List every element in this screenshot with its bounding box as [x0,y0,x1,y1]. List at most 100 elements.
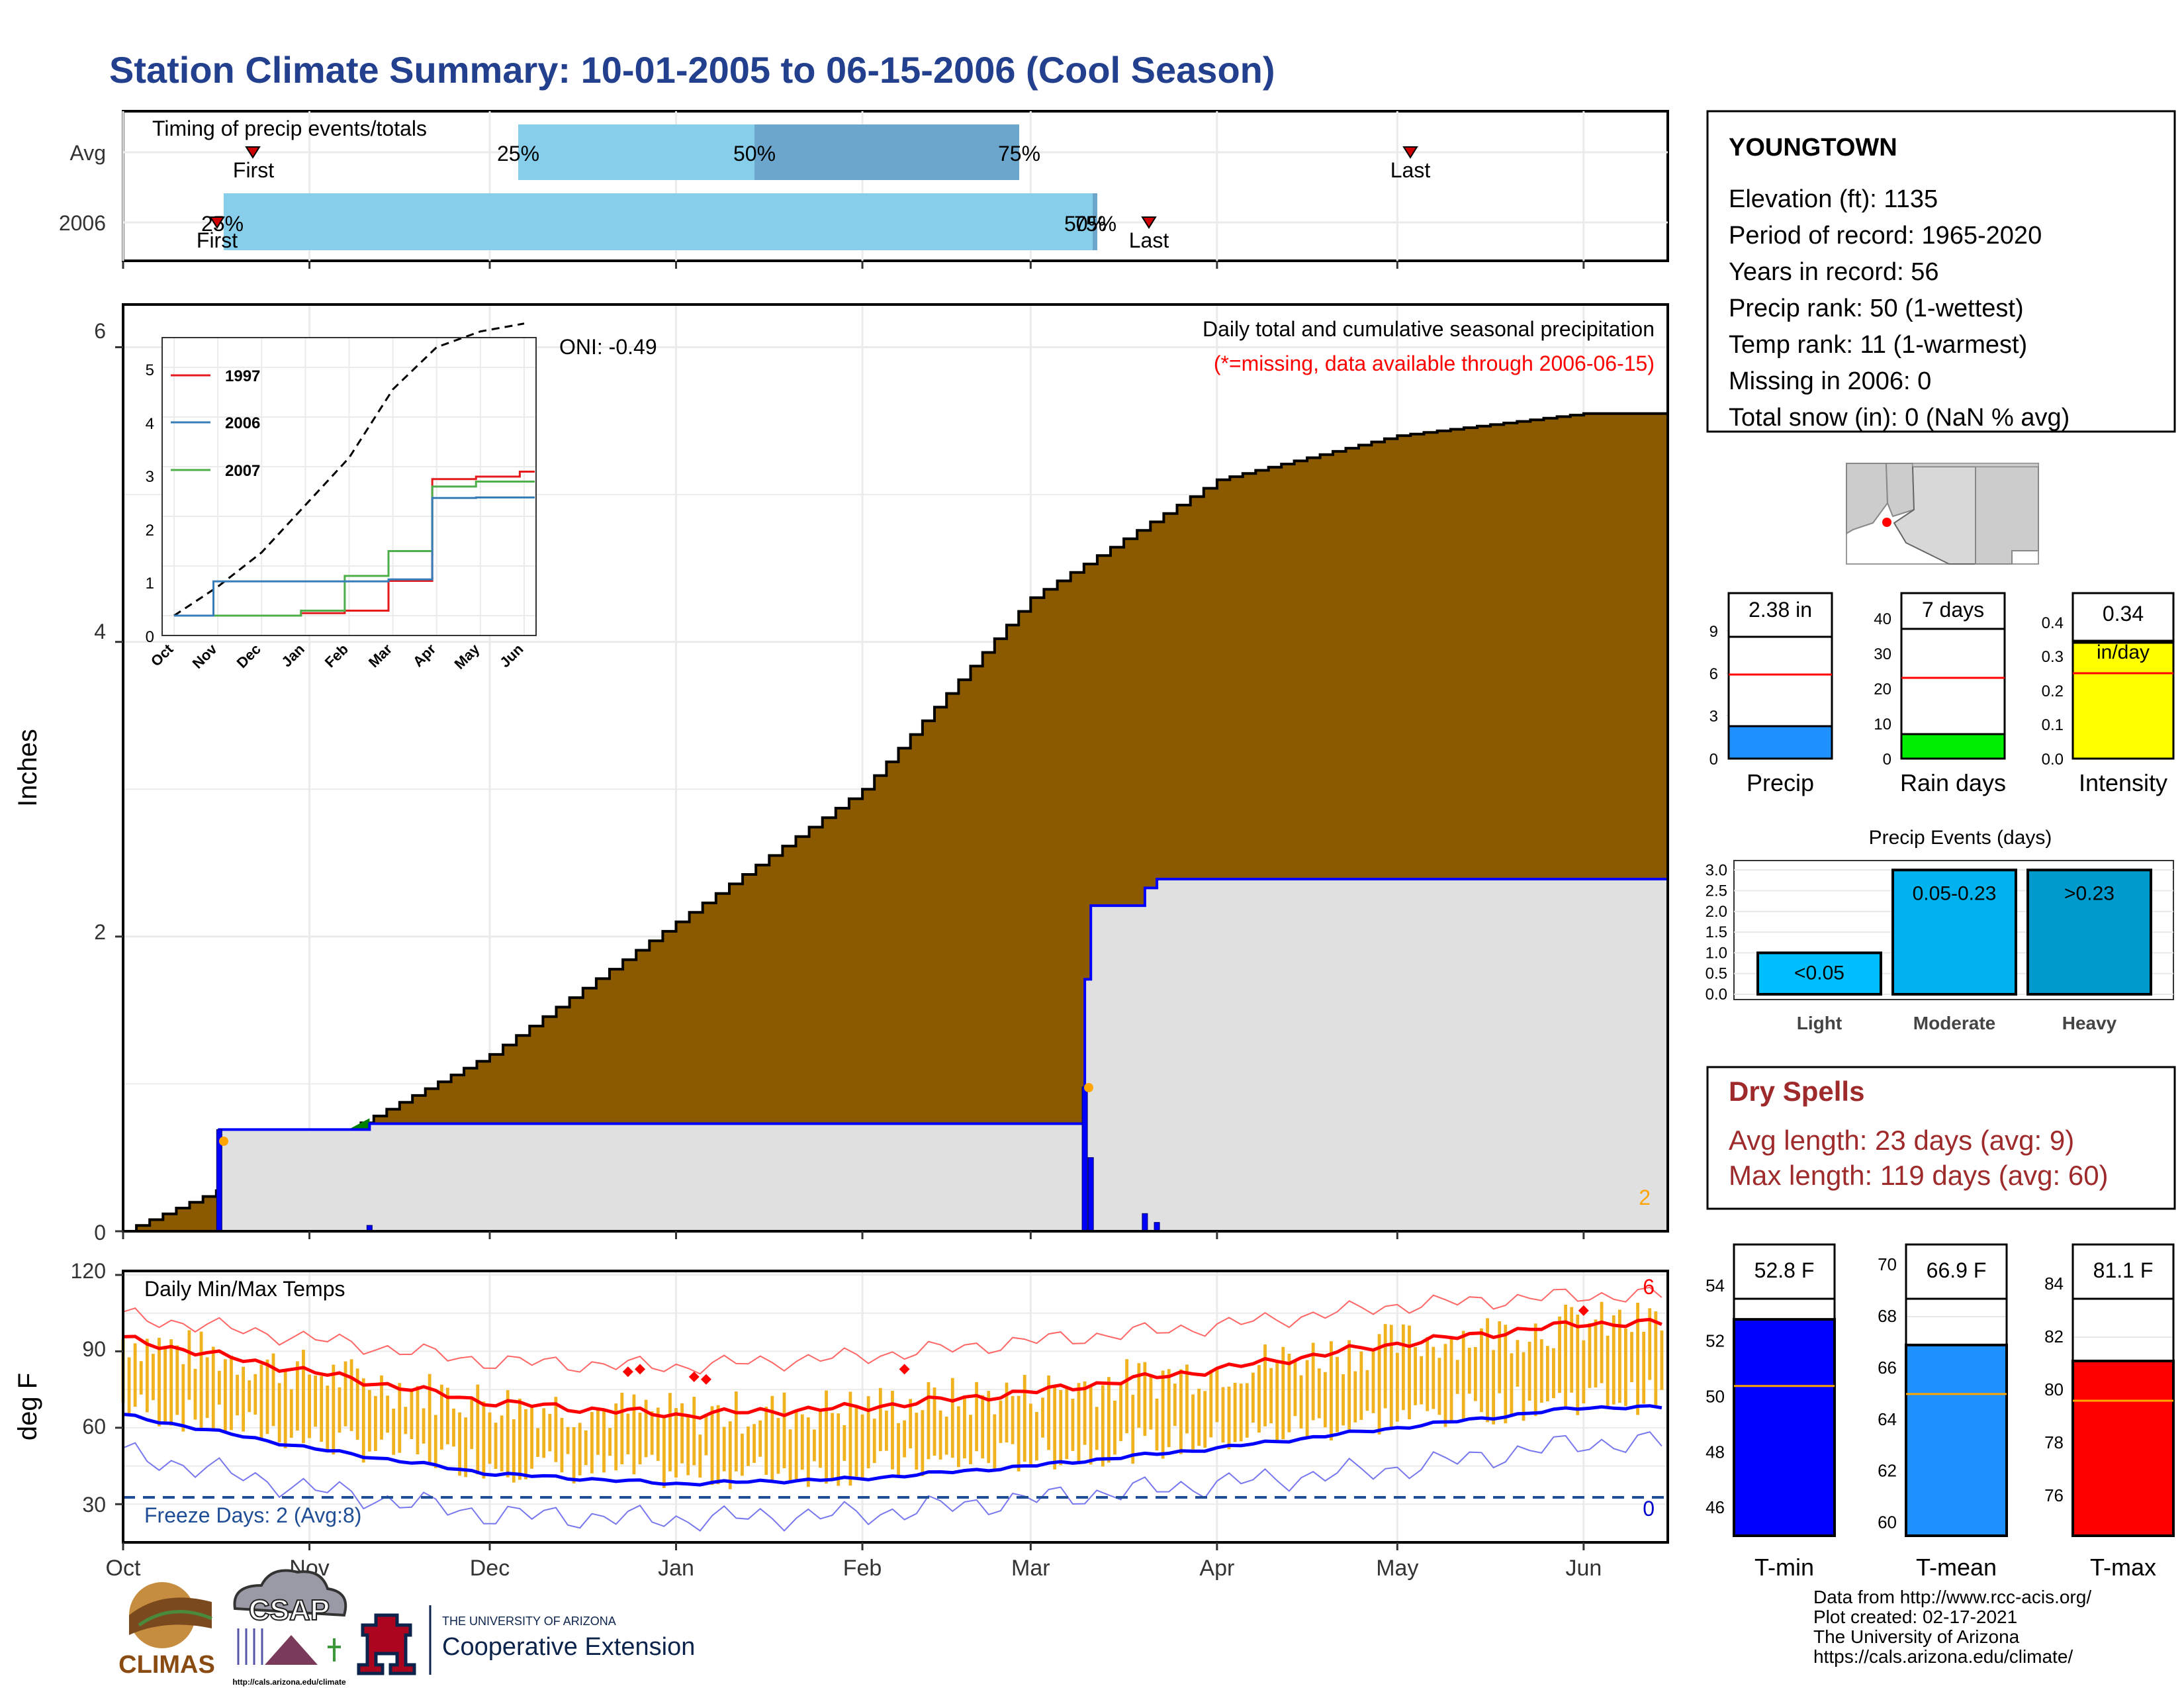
precip-events-y-ticks: 0.0 0.5 1.0 1.5 2.0 2.5 3.0 [1706,861,1727,1004]
temp-bar [741,1433,744,1476]
inset-series-2007 [174,481,535,617]
intensity-value-box [2071,592,2175,642]
temp-bar [1588,1323,1592,1388]
footer-line: https://cals.arizona.edu/climate/ [1813,1646,2073,1667]
temp-bar [915,1413,919,1470]
temp-bar [602,1409,606,1473]
temp-bar [488,1412,492,1464]
csap-url: http://cals.arizona.edu/climate [232,1677,346,1687]
temp-bar [175,1345,179,1415]
temp-bar [987,1391,991,1464]
temp-bar [211,1346,215,1429]
temp-x-tick-label: Jun [1565,1556,1602,1581]
temp-bar [163,1346,167,1422]
temp-bar [1023,1374,1026,1462]
footer-credits: Data from http://www.rcc-acis.org/ Plot … [1813,1587,2091,1667]
climas-logo: CLIMAS [118,1582,215,1679]
precip-event-bar [1756,951,1882,996]
temp-bar [1173,1383,1177,1427]
temp-bar [1624,1328,1627,1407]
temp-bar [1311,1342,1315,1421]
temp-y-ticks: 30 60 90 120 [71,1259,106,1517]
temp-bar [782,1392,786,1468]
temp-bar [1011,1395,1015,1444]
temp-bar [1017,1395,1021,1472]
record-min-line [122,1430,1662,1532]
precip-note-missing: (*=missing, data available through 2006-… [1214,352,1655,375]
temp-bar [1257,1365,1261,1433]
inset-y-tick: 0 [146,628,154,646]
temp-summary-t-max: 76 78 80 82 84 81.1 F T-max [2044,1243,2175,1581]
temp-x-ticks: Oct Nov Dec Jan Feb Mar Apr May Jun [106,1274,1602,1581]
temp-bar [1552,1348,1555,1399]
temp-bar [554,1397,558,1462]
timing-avg-q25-q50-bar [518,124,754,180]
temp-x-tick-label: Feb [843,1556,882,1581]
temp-bar [716,1405,720,1485]
timing-avg-last-label: Last [1390,158,1431,182]
station-line: Total snow (in): 0 (NaN % avg) [1729,404,2070,432]
temp-bar [938,1410,942,1460]
temp-bar [1245,1383,1249,1438]
temp-bar [1203,1391,1207,1448]
temp-summary-bar [2071,1360,2175,1537]
temp-bar [386,1395,389,1433]
footer-line: The University of Arizona [1813,1626,2020,1647]
climas-logo-text: CLIMAS [118,1651,215,1679]
temp-bar [770,1395,774,1483]
temp-summary-y-tick: 48 [1706,1442,1725,1462]
intensity-value: 0.34 [2103,602,2144,626]
temp-summary-y-tick: 50 [1706,1386,1725,1406]
temp-bar [248,1380,251,1413]
temp-bar [734,1391,738,1472]
temp-bar [265,1359,269,1434]
temp-bar [1317,1368,1321,1419]
temp-summary-y-tick: 80 [2044,1380,2064,1399]
temp-bar [1101,1385,1105,1467]
precip-events-title: Precip Events (days) [1869,827,2052,849]
daily-precip-bar [1154,1222,1160,1232]
temp-bar [752,1424,756,1463]
station-info-frame [1706,110,2176,433]
precip-event-value-label: <0.05 [1794,962,1844,984]
station-line: Elevation (ft): 1135 [1729,185,1938,213]
temp-bar [1269,1368,1273,1424]
temp-bar [1432,1346,1435,1409]
temp-bar [1498,1321,1502,1393]
temp-bar [1480,1328,1483,1413]
timing-2006-q25-label: 25% [201,212,244,236]
daily-precip-bar [1142,1213,1148,1232]
temp-summary-value-box [1905,1243,2008,1300]
daily-precip-bar [1081,1086,1088,1232]
temp-bar [230,1355,233,1430]
precip-note-title: Daily total and cumulative seasonal prec… [1203,317,1655,341]
temp-bar [361,1378,365,1463]
temp-summary-y-tick: 64 [1878,1409,1897,1429]
events-y-tick: 0.0 [1706,986,1727,1004]
temp-bar [422,1408,426,1444]
temp-bar [518,1398,522,1480]
temp-bar [398,1383,402,1453]
temp-bar [193,1368,197,1420]
event-marker [1084,1083,1093,1092]
temp-bar [1383,1324,1387,1409]
temp-bar [1594,1319,1598,1388]
precip-total-y-tick: 9 [1709,623,1718,641]
temp-bar [1330,1341,1333,1441]
temp-bar [187,1330,191,1400]
events-y-tick: 1.0 [1706,944,1727,962]
intensity-panel: 0.34 in/day Intensity 0.0 0.1 0.2 0.3 0.… [2042,592,2175,796]
temp-summary-bar [1733,1318,1836,1537]
ua-block-a-icon [357,1613,416,1675]
temp-bar [1612,1315,1615,1405]
temp-bar [355,1368,359,1440]
rain-days-y-tick: 30 [1874,645,1891,663]
inset-gridlines [162,338,536,635]
temp-bar [1281,1346,1285,1440]
intensity-unit: in/day [2097,641,2150,663]
temp-summary-y-tick: 78 [2044,1432,2064,1452]
timing-2006-q50-label: 50% [1064,212,1107,236]
temp-bar [1275,1362,1279,1440]
temp-bar [860,1414,864,1478]
temp-bar [704,1415,708,1456]
